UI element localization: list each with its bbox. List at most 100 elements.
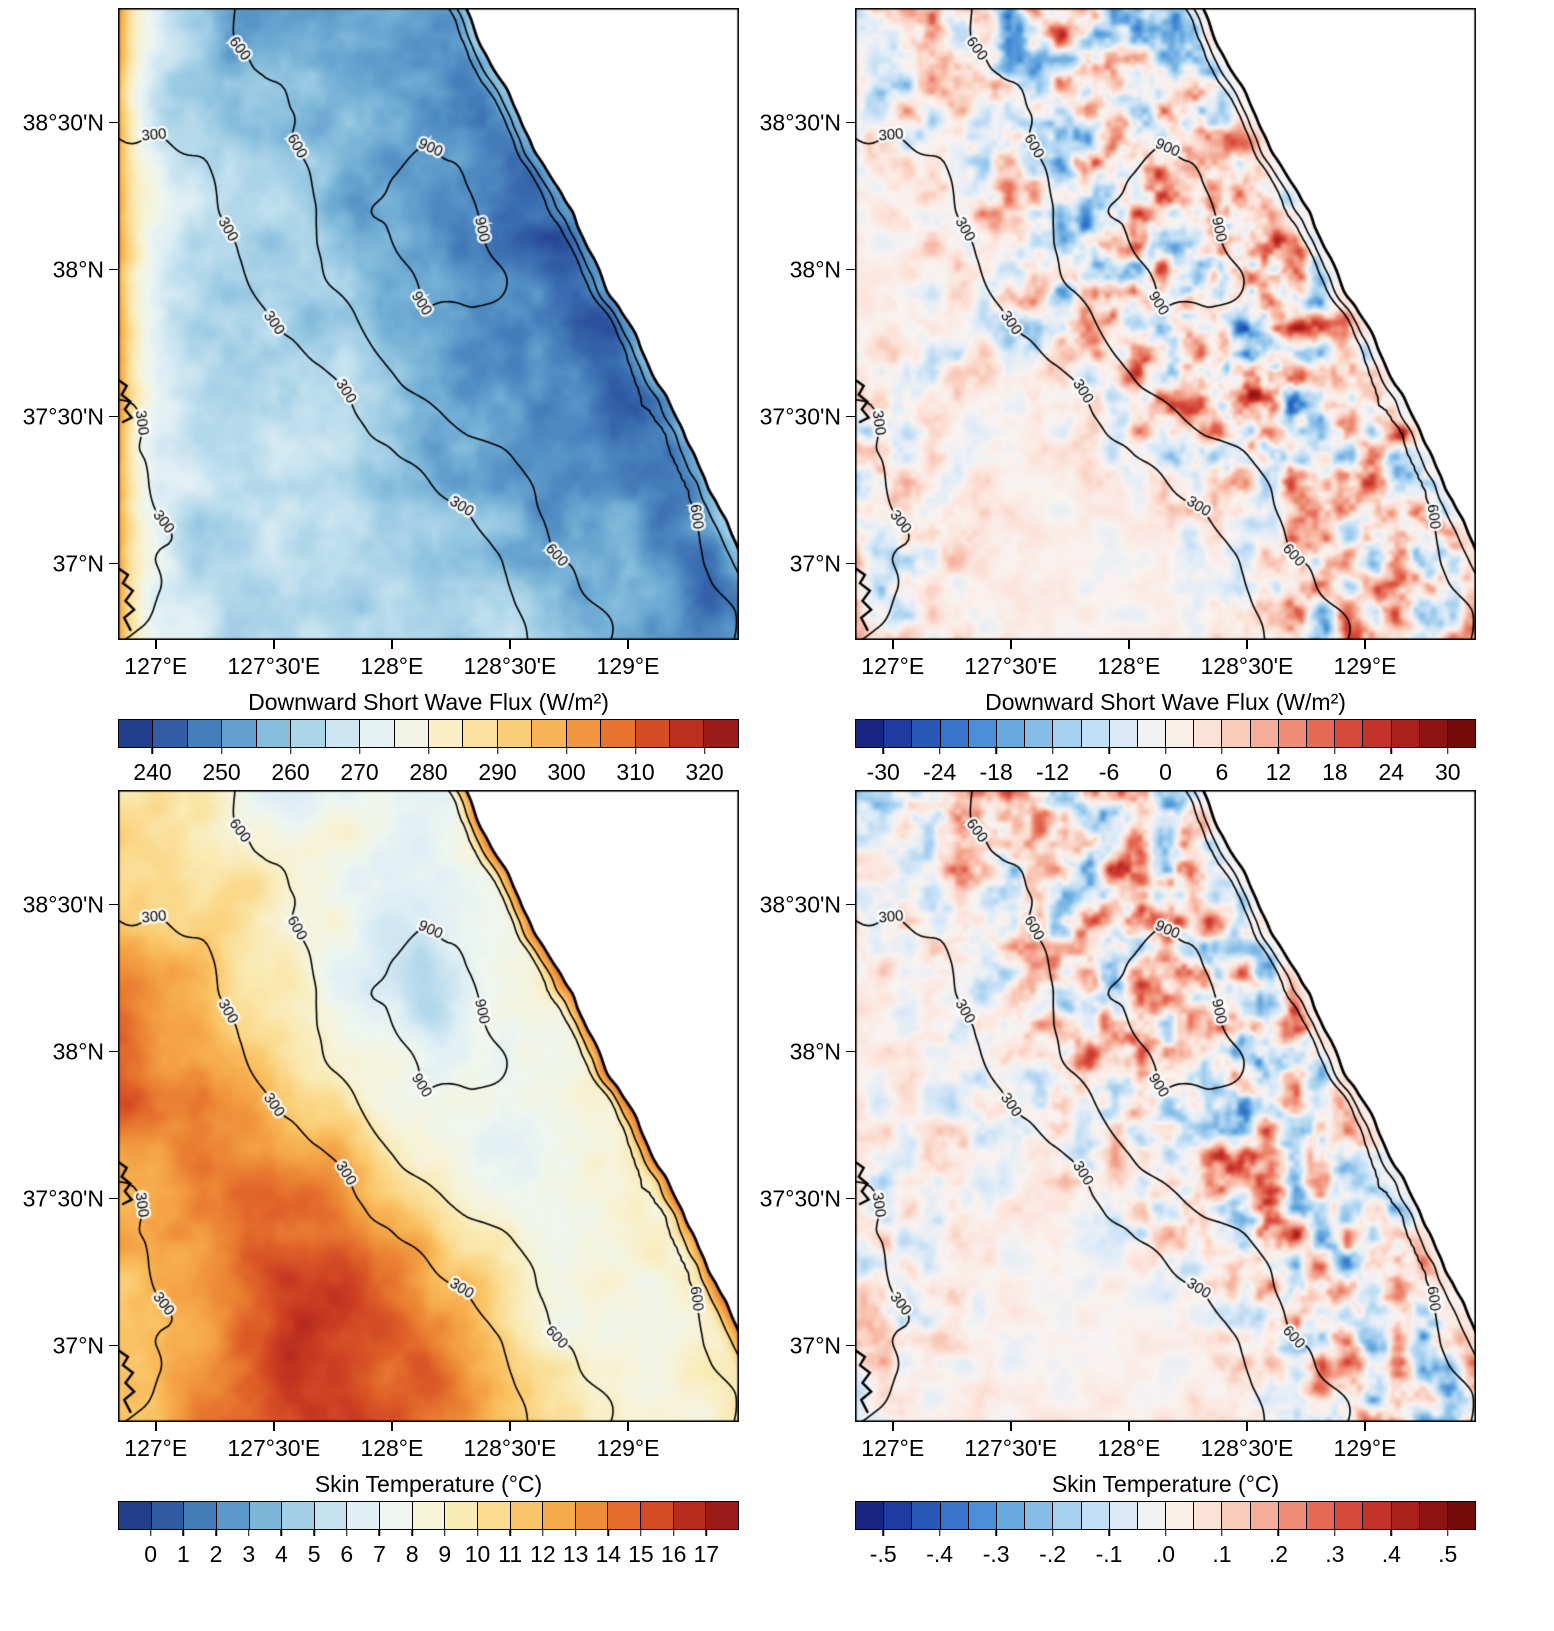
colorbar-segment <box>313 1502 347 1529</box>
colorbar-tick-mark <box>182 1530 185 1536</box>
colorbar-segment <box>565 720 601 747</box>
colorbar-tick-label: 300 <box>547 759 586 785</box>
colorbar-segment <box>1334 1502 1363 1529</box>
colorbar-segment <box>883 1502 912 1529</box>
y-tick-label: 37°N <box>789 1332 841 1359</box>
colorbar-tick-mark <box>634 748 637 754</box>
map-canvas <box>855 8 1476 640</box>
colorbar-segment <box>542 1502 575 1529</box>
colorbar-segment <box>248 1502 282 1529</box>
x-tick-label: 128°E <box>1097 1435 1161 1461</box>
map-row: 38°30'N 38°N 37°30'N 37°N <box>2 8 739 649</box>
colorbar-tick-label: .3 <box>1325 1541 1345 1567</box>
colorbar-tick-label: 14 <box>595 1541 622 1567</box>
colorbar-tick-mark <box>220 748 223 754</box>
colorbar-tick-mark <box>882 748 884 754</box>
colorbar-segment <box>634 720 669 747</box>
panel-top-right: 38°30'N 38°N 37°30'N 37°N 127°E 127°30'E 128°… <box>739 8 1476 790</box>
colorbar-segment <box>1249 720 1278 747</box>
colorbar-ticks: 240 250 260 270 280 290 300 310 320 <box>118 748 739 790</box>
x-tick-label: 129°E <box>1333 653 1397 679</box>
colorbar-segment <box>411 1502 445 1529</box>
colorbar-segment <box>640 1502 673 1529</box>
x-tick-mark <box>154 1422 157 1431</box>
colorbar-segment <box>290 720 325 747</box>
colorbar-segment <box>1052 720 1081 747</box>
colorbar-segment <box>995 1502 1025 1529</box>
colorbar-tick-label: 7 <box>373 1541 386 1567</box>
colorbar-tick-mark <box>1221 1530 1223 1536</box>
colorbar-segment <box>1080 720 1109 747</box>
colorbar-tick-mark <box>149 1530 152 1536</box>
colorbar-segment <box>150 1502 184 1529</box>
colorbar-segment <box>1080 1502 1109 1529</box>
colorbar-tick-label: 260 <box>271 759 310 785</box>
colorbar-segment <box>1193 1502 1222 1529</box>
x-tick-label: 129°E <box>596 1435 660 1461</box>
colorbar-tick-mark <box>1164 1530 1167 1536</box>
colorbar-segment <box>939 1502 968 1529</box>
map-wrap <box>846 790 1476 1431</box>
colorbar-segment <box>531 720 566 747</box>
y-tick-label: 37°30'N <box>759 403 841 430</box>
colorbar-tick-mark <box>938 748 941 754</box>
colorbar-tick-mark <box>1164 748 1167 754</box>
colorbar-tick-mark <box>1051 748 1054 754</box>
colorbar-segment <box>1390 1502 1419 1529</box>
colorbar-tick-label: 320 <box>685 759 724 785</box>
x-tick-label: 128°30'E <box>463 1435 557 1461</box>
colorbar-segment <box>1108 1502 1137 1529</box>
x-axis-labels: 127°E 127°30'E 128°E 128°30'E 129°E <box>118 1422 739 1468</box>
colorbar-segment <box>1165 1502 1194 1529</box>
x-axis-labels: 127°E 127°30'E 128°E 128°30'E 129°E <box>855 640 1476 686</box>
colorbar-segment <box>221 720 256 747</box>
x-tick-mark <box>391 1422 393 1431</box>
y-tick-label: 37°N <box>789 550 841 577</box>
colorbar <box>855 1501 1476 1530</box>
colorbar-tick-label: 17 <box>693 1541 720 1567</box>
colorbar-tick-label: .0 <box>1155 1541 1176 1567</box>
x-tick-mark <box>1364 1422 1366 1431</box>
colorbar-segment <box>703 720 738 747</box>
y-tick-mark <box>846 1050 855 1053</box>
y-tick-label: 37°30'N <box>22 1185 104 1212</box>
colorbar-segment <box>1334 720 1363 747</box>
colorbar-tick-label: .2 <box>1268 1541 1288 1567</box>
colorbar-title: Skin Temperature (°C) <box>314 1471 543 1497</box>
colorbar-tick-label: 12 <box>1265 759 1292 785</box>
colorbar-segment <box>1277 720 1306 747</box>
colorbar-segment <box>183 1502 216 1529</box>
colorbar-tick-mark <box>882 1530 884 1536</box>
colorbar-tick-label: 9 <box>438 1541 452 1567</box>
y-axis-labels: 38°30'N 38°N 37°30'N 37°N <box>2 790 118 1422</box>
panel-top-left: 38°30'N 38°N 37°30'N 37°N 127°E 127°30'E 128°… <box>2 8 739 790</box>
colorbar-tick-label: -6 <box>1098 759 1120 785</box>
y-tick-mark <box>846 268 855 271</box>
colorbar-segment <box>462 720 497 747</box>
colorbar-segment <box>1446 1502 1476 1529</box>
y-tick-mark <box>109 121 118 124</box>
colorbar-tick-mark <box>346 1530 348 1536</box>
colorbar-tick-mark <box>705 1530 708 1536</box>
colorbar-tick-mark <box>607 1530 609 1536</box>
colorbar-segment <box>152 720 187 747</box>
y-tick-mark <box>846 1344 855 1347</box>
colorbar-segment <box>359 720 394 747</box>
colorbar-segment <box>1362 720 1391 747</box>
colorbar-tick-label: -18 <box>979 759 1013 785</box>
colorbar <box>118 1501 739 1530</box>
colorbar-segment <box>324 720 360 747</box>
colorbar-segment <box>427 720 463 747</box>
x-tick-label: 128°30'E <box>1200 1435 1294 1461</box>
colorbar-segment <box>476 1502 510 1529</box>
colorbar-segment <box>856 720 884 747</box>
colorbar-tick-label: 12 <box>530 1541 556 1567</box>
colorbar-tick-mark <box>995 748 997 754</box>
colorbar-tick-label: 240 <box>133 759 172 785</box>
colorbar-tick-label: 8 <box>405 1541 419 1567</box>
colorbar-segment <box>856 1502 884 1529</box>
colorbar-segment <box>995 720 1025 747</box>
map-canvas <box>118 790 739 1422</box>
colorbar-tick-label: 16 <box>660 1541 687 1567</box>
colorbar-title: Skin Temperature (°C) <box>1051 1471 1280 1497</box>
